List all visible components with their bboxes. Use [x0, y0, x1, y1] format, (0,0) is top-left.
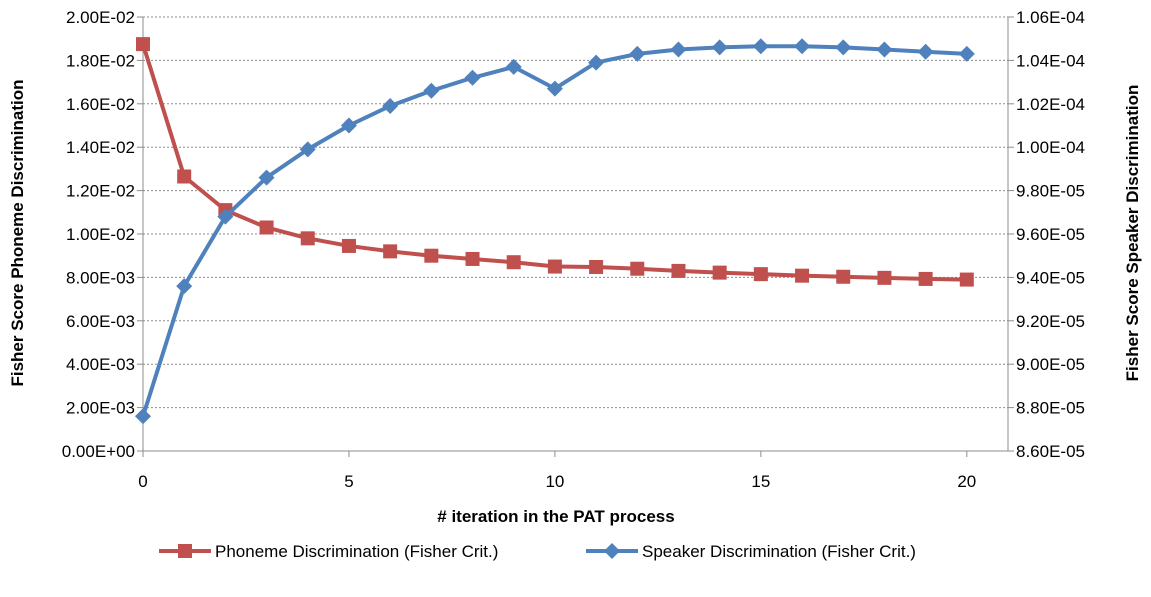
x-tick-label: 0: [138, 472, 147, 491]
right-y-tick-label: 9.80E-05: [1016, 182, 1085, 201]
data-point: [836, 269, 851, 284]
data-point: [547, 259, 562, 274]
right-y-tick-label: 1.06E-04: [1016, 8, 1085, 27]
data-point: [795, 268, 810, 283]
data-point: [217, 208, 234, 225]
data-point: [629, 45, 646, 62]
data-point: [259, 220, 274, 235]
data-point: [465, 251, 480, 266]
series-layer: [135, 37, 975, 425]
right-y-tick-label: 9.00E-05: [1016, 355, 1085, 374]
left-y-tick-label: 2.00E-02: [66, 8, 135, 27]
left-y-tick-label: 1.20E-02: [66, 182, 135, 201]
data-point: [877, 270, 892, 285]
data-point: [588, 54, 605, 71]
series-group: [136, 37, 974, 287]
data-point: [794, 38, 811, 55]
right-y-tick-label: 9.60E-05: [1016, 225, 1085, 244]
data-point: [464, 69, 481, 86]
left-y-tick-label: 8.00E-03: [66, 268, 135, 287]
data-point: [340, 117, 357, 134]
axes-layer: 0.00E+00 2.00E-03 4.00E-03 6.00E-03 8.00E-03…: [62, 8, 1085, 491]
data-point: [177, 169, 192, 184]
left-y-tick-label: 2.00E-03: [66, 399, 135, 418]
data-point: [712, 265, 727, 280]
series-line: [141, 43, 967, 282]
data-point: [383, 244, 398, 259]
data-point: [917, 43, 934, 60]
data-point: [711, 39, 728, 56]
left-y-tick-label: 0.00E+00: [62, 442, 135, 461]
data-point: [835, 39, 852, 56]
x-tick-label: 15: [751, 472, 770, 491]
right-y-tick-label: 1.04E-04: [1016, 51, 1085, 70]
data-point: [423, 82, 440, 99]
data-point: [958, 45, 975, 62]
data-point: [876, 41, 893, 58]
right-y-tick-label: 9.20E-05: [1016, 312, 1085, 331]
right-y-tick-label: 9.40E-05: [1016, 268, 1085, 287]
data-point: [630, 261, 645, 276]
data-point: [506, 255, 521, 270]
grid-layer: [143, 16, 1008, 409]
data-point: [176, 278, 193, 295]
right-y-tick-label: 8.80E-05: [1016, 399, 1085, 418]
x-tick-label: 20: [957, 472, 976, 491]
data-point: [546, 80, 563, 97]
x-tick-label: 5: [344, 472, 353, 491]
left-y-tick-label: 4.00E-03: [66, 355, 135, 374]
data-point: [258, 169, 275, 186]
data-point: [918, 271, 933, 286]
x-tick-label: 10: [545, 472, 564, 491]
x-axis-title: # iteration in the PAT process: [437, 507, 674, 526]
left-y-tick-label: 1.00E-02: [66, 225, 135, 244]
data-point: [589, 259, 604, 274]
series-group: [135, 38, 975, 425]
data-point: [136, 37, 150, 52]
data-point: [505, 58, 522, 75]
legend: Phoneme Discrimination (Fisher Crit.) Spe…: [159, 542, 916, 561]
data-point: [341, 238, 356, 253]
data-point: [135, 408, 151, 425]
right-y-axis-title: Fisher Score Speaker Discrimination: [1123, 85, 1142, 382]
legend-item: Speaker Discrimination (Fisher Crit.): [586, 542, 916, 561]
data-point: [382, 97, 399, 114]
legend-item: Phoneme Discrimination (Fisher Crit.): [159, 542, 498, 561]
data-point: [959, 272, 974, 287]
legend-marker: [178, 544, 192, 558]
legend-label: Phoneme Discrimination (Fisher Crit.): [215, 542, 498, 561]
data-point: [300, 231, 315, 246]
data-point: [752, 38, 769, 55]
data-point: [424, 248, 439, 263]
right-y-tick-label: 8.60E-05: [1016, 442, 1085, 461]
left-y-tick-label: 1.60E-02: [66, 95, 135, 114]
left-y-tick-label: 6.00E-03: [66, 312, 135, 331]
data-point: [753, 267, 768, 282]
data-point: [299, 141, 316, 158]
legend-marker: [604, 543, 620, 559]
left-y-axis-title: Fisher Score Phoneme Discrimination: [8, 79, 27, 386]
left-y-tick-label: 1.80E-02: [66, 51, 135, 70]
left-y-tick-label: 1.40E-02: [66, 138, 135, 157]
data-point: [670, 41, 687, 58]
data-point: [671, 263, 686, 278]
right-y-tick-label: 1.02E-04: [1016, 95, 1085, 114]
legend-label: Speaker Discrimination (Fisher Crit.): [642, 542, 916, 561]
right-y-tick-label: 1.00E-04: [1016, 138, 1085, 157]
